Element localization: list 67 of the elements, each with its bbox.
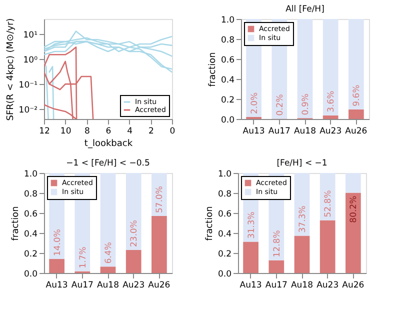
y-tick-label: 10⁰ bbox=[23, 56, 38, 66]
x-tick-label: 0 bbox=[170, 126, 176, 136]
x-tick-label: Au17 bbox=[268, 126, 290, 136]
data-label: 1.7% bbox=[78, 246, 88, 268]
data-label: 31.3% bbox=[246, 212, 257, 239]
y-tick-label: 1.0 bbox=[24, 170, 38, 180]
x-tick-label: Au26 bbox=[148, 280, 170, 290]
y-tick-label: 0.0 bbox=[220, 116, 234, 126]
x-tick-label: 8 bbox=[84, 126, 90, 136]
y-tick-label: 1.0 bbox=[220, 16, 234, 26]
y-tick-label: 0.0 bbox=[24, 270, 38, 280]
x-tick-label: Au13 bbox=[240, 280, 262, 290]
y-tick-label: 0.4 bbox=[24, 230, 38, 240]
y-tick-label: 0.4 bbox=[218, 230, 232, 240]
chart-title: −1 < [Fe/H] < −0.5 bbox=[66, 158, 150, 168]
y-tick-label: 0.0 bbox=[218, 270, 232, 280]
x-tick-label: 10 bbox=[60, 126, 72, 136]
y-tick-label: 0.2 bbox=[220, 96, 234, 106]
x-tick-label: Au18 bbox=[294, 126, 316, 136]
y-tick-label: 0.6 bbox=[218, 210, 232, 220]
y-tick-label: 0.8 bbox=[24, 190, 38, 200]
y-tick-label: 0.6 bbox=[24, 210, 38, 220]
data-label: 52.8% bbox=[324, 190, 334, 218]
y-axis-title: fraction bbox=[10, 206, 21, 241]
y-tick-label: 0.2 bbox=[24, 250, 38, 260]
y-tick-label: 0.6 bbox=[220, 56, 234, 66]
data-label: 57.0% bbox=[155, 186, 166, 213]
chart-title: [Fe/H] < −1 bbox=[276, 158, 328, 168]
x-tick-label: 4 bbox=[127, 126, 133, 136]
x-tick-label: 6 bbox=[106, 126, 112, 136]
y-tick-label: 0.2 bbox=[218, 250, 232, 260]
data-label: 80.2% bbox=[349, 196, 360, 223]
x-tick-label: Au17 bbox=[71, 280, 94, 290]
data-label: 2.0% bbox=[250, 92, 260, 114]
x-tick-label: Au26 bbox=[342, 280, 364, 290]
y-axis-title: fraction bbox=[204, 206, 215, 241]
y-tick-label: 0.4 bbox=[220, 76, 234, 86]
y-tick-label: 10¹ bbox=[23, 30, 38, 41]
x-tick-label: 12 bbox=[39, 126, 50, 136]
x-tick-label: Au23 bbox=[122, 280, 145, 290]
data-label: 37.3% bbox=[298, 206, 308, 233]
y-tick-label: 0.8 bbox=[220, 36, 234, 46]
y-tick-label: 1.0 bbox=[218, 170, 232, 180]
data-label: 6.4% bbox=[104, 242, 114, 264]
x-tick-label: Au26 bbox=[345, 126, 368, 136]
x-axis-title: t_lookback bbox=[84, 139, 134, 149]
y-tick-label: 10⁻¹ bbox=[18, 80, 38, 91]
x-tick-label: Au23 bbox=[320, 126, 342, 136]
x-tick-label: Au17 bbox=[265, 280, 288, 290]
y-tick-label: 0.8 bbox=[218, 190, 232, 200]
data-label: 0.9% bbox=[301, 93, 311, 116]
chart-title: All [Fe/H] bbox=[286, 4, 324, 14]
data-label: 23.0% bbox=[130, 220, 140, 247]
data-label: 12.8% bbox=[272, 230, 282, 258]
y-axis-title: fraction bbox=[208, 52, 218, 87]
data-label: 0.2% bbox=[275, 94, 286, 116]
data-label: 14.0% bbox=[52, 228, 63, 256]
y-axis-title: SFR(R < 4kpc) (M⊙/yr) bbox=[6, 18, 16, 121]
y-tick-label: 10⁻² bbox=[18, 106, 38, 116]
x-tick-label: Au13 bbox=[242, 126, 265, 136]
x-tick-label: Au13 bbox=[46, 280, 68, 290]
x-tick-label: Au18 bbox=[290, 280, 314, 290]
data-label: 9.6% bbox=[352, 84, 362, 106]
x-tick-label: Au18 bbox=[96, 280, 120, 290]
x-tick-label: 2 bbox=[148, 126, 154, 136]
x-tick-label: Au23 bbox=[316, 280, 339, 290]
data-label: 3.6% bbox=[326, 90, 337, 112]
